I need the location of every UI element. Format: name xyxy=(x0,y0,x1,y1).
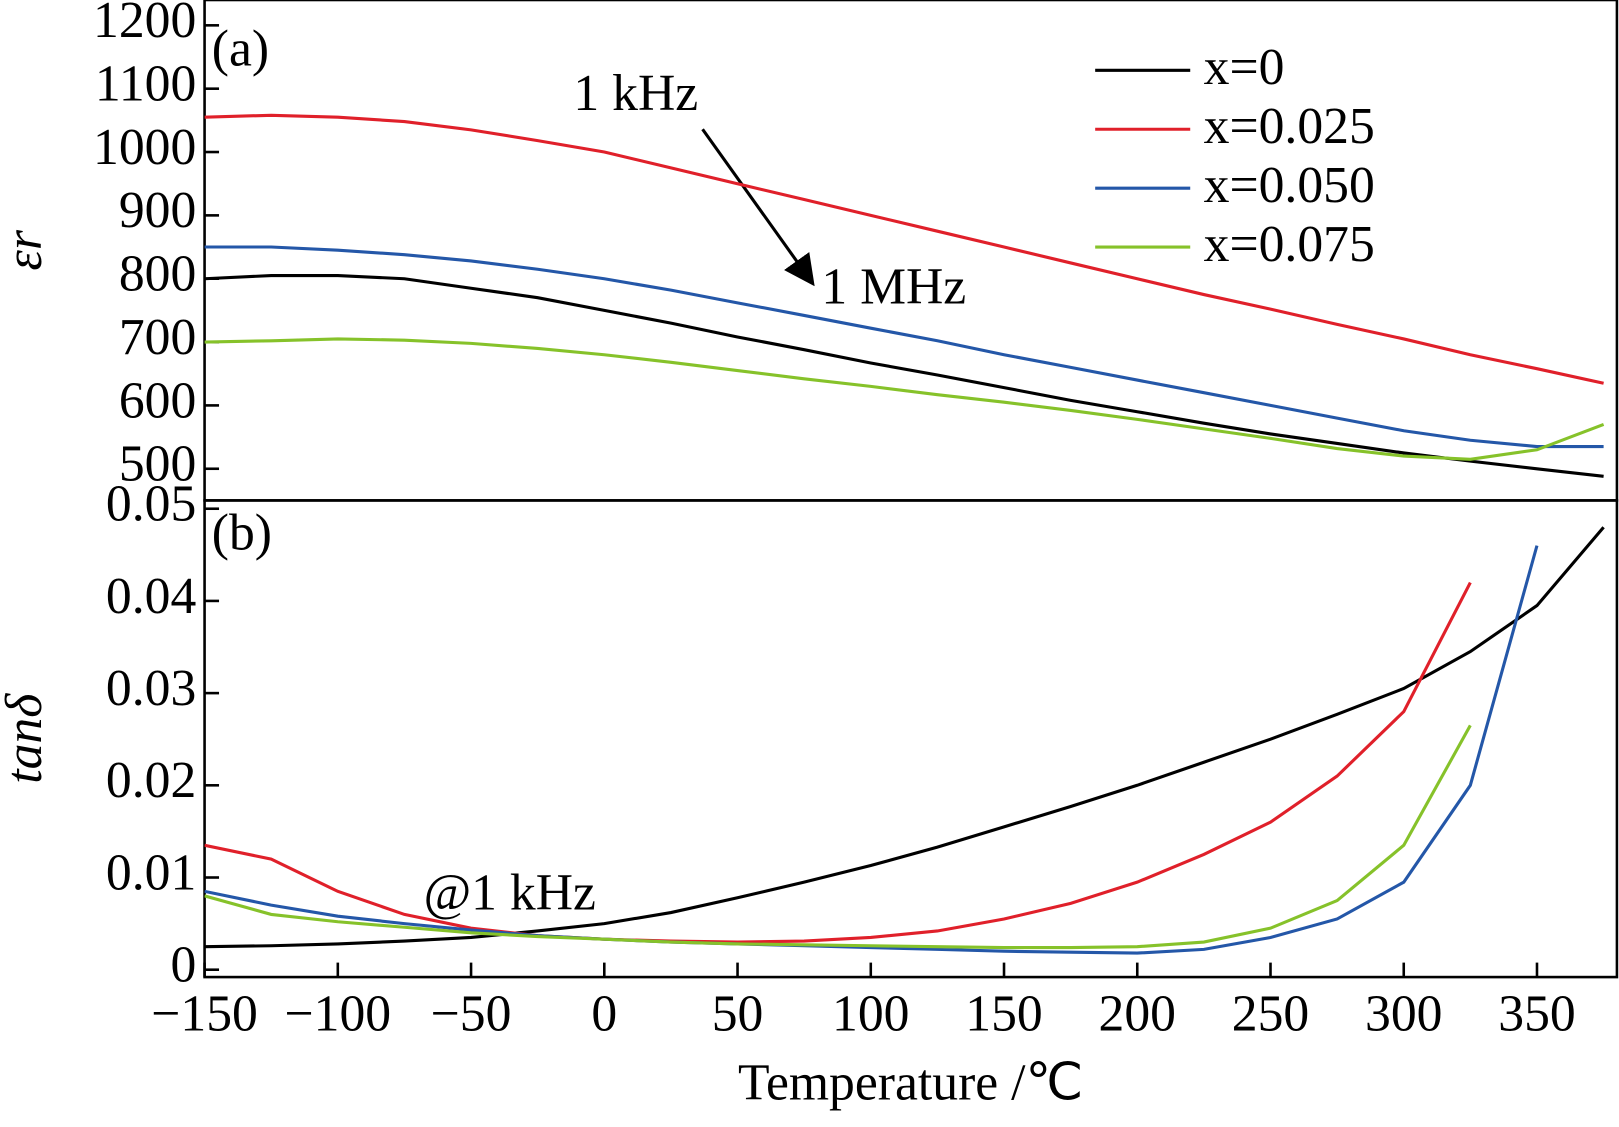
annotation: @1 kHz xyxy=(424,864,596,921)
x-tick-label: −150 xyxy=(151,985,258,1042)
y-tick-label: 0.02 xyxy=(106,752,196,809)
legend-label: x=0 xyxy=(1204,39,1285,96)
y-tick-label: 500 xyxy=(119,436,196,493)
y-tick-label: 1000 xyxy=(93,119,196,176)
x-tick-label: 150 xyxy=(965,985,1042,1042)
plot-area xyxy=(204,526,1605,955)
y-tick-label: 800 xyxy=(119,246,196,303)
data-line xyxy=(204,545,1539,955)
plot-area xyxy=(204,113,1605,478)
y-tick-label: 0 xyxy=(170,937,196,994)
annotation: 1 kHz xyxy=(573,65,698,122)
x-tick-label: 250 xyxy=(1232,985,1309,1042)
legend-label: x=0.075 xyxy=(1204,216,1375,273)
legend-label: x=0.025 xyxy=(1204,98,1375,155)
data-line xyxy=(204,526,1605,949)
y-axis-label: εr xyxy=(0,229,53,270)
y-tick-label: 1100 xyxy=(95,56,196,113)
x-tick-label: 350 xyxy=(1498,985,1575,1042)
plot-frame xyxy=(203,499,1619,979)
x-tick-label: 200 xyxy=(1099,985,1176,1042)
data-line xyxy=(204,581,1472,944)
data-line xyxy=(204,113,1604,385)
annotation: (a) xyxy=(212,21,269,78)
x-tick-label: −50 xyxy=(431,985,512,1042)
y-tick-label: 1200 xyxy=(93,0,196,49)
x-tick-label: −100 xyxy=(285,985,392,1042)
y-tick-label: 600 xyxy=(119,372,196,429)
data-line xyxy=(204,245,1604,449)
y-axis-label: tanδ xyxy=(0,693,53,784)
x-tick-label: 0 xyxy=(591,985,617,1042)
arrow xyxy=(701,128,815,287)
x-axis-label: Temperature /℃ xyxy=(738,1055,1083,1112)
y-tick-label: 700 xyxy=(119,309,196,366)
legend-label: x=0.050 xyxy=(1204,157,1375,214)
annotation: (b) xyxy=(212,504,272,561)
plot-frame xyxy=(203,0,1619,502)
y-tick-label: 0.04 xyxy=(106,568,197,625)
y-tick-label: 0.05 xyxy=(106,476,196,533)
data-line xyxy=(204,337,1605,461)
y-tick-label: 0.01 xyxy=(106,844,196,901)
x-tick-label: 300 xyxy=(1365,985,1442,1042)
y-tick-label: 900 xyxy=(119,182,196,239)
annotation: 1 MHz xyxy=(821,258,966,315)
x-tick-label: 50 xyxy=(712,985,764,1042)
x-tick-label: 100 xyxy=(832,985,909,1042)
data-line xyxy=(204,273,1604,478)
data-line xyxy=(204,724,1472,950)
y-tick-label: 0.03 xyxy=(106,660,196,717)
